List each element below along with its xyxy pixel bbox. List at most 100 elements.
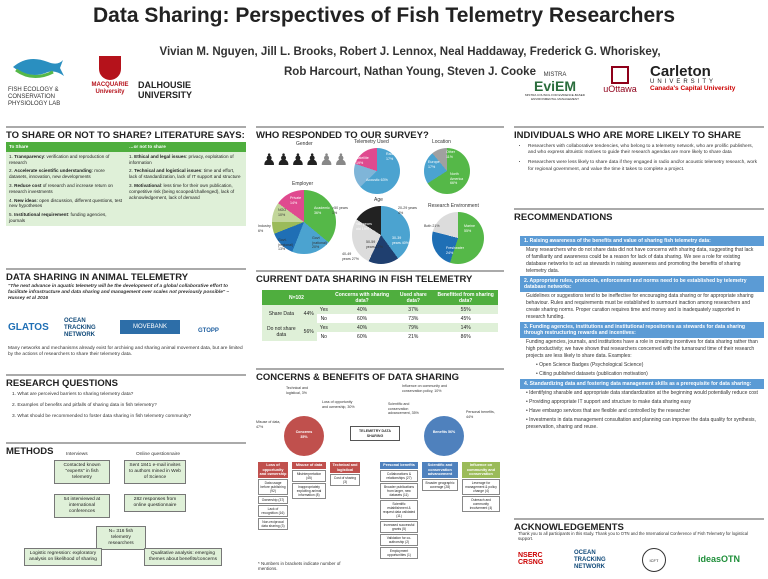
not-share-header: …or not to share xyxy=(126,142,246,152)
method-box-logistic: Logistic regression: exploratory analysi… xyxy=(24,548,102,566)
fish-icon xyxy=(13,58,64,78)
cat-scientific: Scientific and conservation advancement … xyxy=(422,462,458,492)
cat-influence: Influence on community and conservation … xyxy=(462,462,500,513)
location-na: North America 66% xyxy=(450,172,464,186)
age-40s: 40-49 years 27% xyxy=(342,252,359,261)
movebank-logo: MOVEBANK xyxy=(120,320,180,334)
carleton-logo: Carleton UNIVERSITY Canada's Capital Uni… xyxy=(650,63,736,92)
label-tech: Technical and logistical, 3% xyxy=(286,386,308,395)
location-other: Other 11% xyxy=(446,150,455,159)
employer-regional: Govt. (regional) 13% xyxy=(278,238,294,252)
dalhousie-logo: DALHOUSIE UNIVERSITY xyxy=(138,80,193,100)
rec-example: • Open Science Badges (Psychological Sci… xyxy=(536,362,644,368)
list-item: Researchers were less likely to share da… xyxy=(528,160,762,172)
to-share-header: To Share xyxy=(6,142,126,152)
employer-private: Private 14% xyxy=(290,196,302,205)
questionnaire-label: Online questionnaire xyxy=(136,452,181,457)
telemetry-pie xyxy=(354,148,400,194)
table-row: Share Data 44% Yes 40% 37% 55% xyxy=(262,305,498,317)
rec-bullet: • Have embargo services that are flexibl… xyxy=(526,408,691,414)
shield-icon xyxy=(99,56,121,80)
rec-bullet: • Providing appropriate IT support and s… xyxy=(526,399,692,405)
rec-text-2: Guidelines or suggestions tend to be ine… xyxy=(526,293,754,320)
gtopp-logo: GTOPP xyxy=(198,328,219,334)
cat-misuse: Misuse of data Misinterpretation (45) Ina… xyxy=(292,462,326,500)
cat-personal: Personal benefits Collaborations & relat… xyxy=(380,462,418,560)
rec-head-4: 4. Standardizing data and fostering data… xyxy=(520,379,764,389)
table-row: Do not share data 56% Yes 40% 79% 14% xyxy=(262,323,498,338)
building-icon xyxy=(611,66,629,84)
rq-list: 1. What are perceived barriers to sharin… xyxy=(12,392,242,421)
rec-text-3: Funding agencies, journals, and institut… xyxy=(526,339,758,359)
concerns-pie xyxy=(284,416,324,456)
method-box-n: N= 316 fish telemetry researchers xyxy=(96,526,146,550)
recs-body: 1. Raising awareness of the benefits and… xyxy=(520,236,764,432)
age-over50: >50 years 1% xyxy=(332,206,348,215)
env-freshwater: Freshwater 24% xyxy=(446,246,464,255)
telemetry-acoustic: Acoustic 63% xyxy=(366,178,388,182)
age-label: Age xyxy=(374,197,383,203)
rq-item: 3. What should be recommended to foster … xyxy=(12,414,192,420)
footnote: * Numbers in brackets indicate number of… xyxy=(258,561,341,571)
cat-loss: Loss of opportunity and ownership Data u… xyxy=(258,462,288,530)
rec-bullet: • Identifying sharable and appropriate d… xyxy=(526,390,758,396)
age-50s: 50-59 years 17% xyxy=(366,240,383,249)
icft-logo: ICFT xyxy=(642,548,666,572)
gender-icons: ♟♟♟♟♟♟ xyxy=(262,152,349,169)
rec-head-3: 3. Funding agencies, institutions and in… xyxy=(520,322,764,338)
env-pie xyxy=(432,212,484,264)
rec-head-2: 2. Appropriate rules, protocols, enforce… xyxy=(520,276,764,292)
animal-body: Many networks and mechanisms already exi… xyxy=(8,346,243,358)
label-scientific: Scientific and conservation advancement,… xyxy=(388,402,419,416)
employer-ngo: NGO 10% xyxy=(278,208,287,217)
literature-table: To Share …or not to share 1. Transparenc… xyxy=(6,142,246,226)
employer-pie xyxy=(272,190,336,254)
list-item: Researchers with collaborative tendencie… xyxy=(528,144,762,156)
to-share-heading: TO SHARE OR NOT TO SHARE? LITERATURE SAY… xyxy=(6,126,246,141)
table-header: Used share data? xyxy=(399,291,427,304)
method-box-qualitative: Qualitative analysis: emerging themes ab… xyxy=(144,548,222,566)
person-icon: ♟♟♟ xyxy=(262,152,306,169)
env-marine: Marine 55% xyxy=(464,224,475,233)
rq-heading: RESEARCH QUESTIONS xyxy=(6,374,246,389)
telemetry-radio: Radio 17% xyxy=(386,152,396,161)
benefits-pie xyxy=(424,416,464,456)
location-label: Location xyxy=(432,139,451,145)
uottawa-logo: uOttawa xyxy=(596,66,644,94)
table-header: Benefitted from sharing data? xyxy=(437,291,494,304)
nserc-logo: NSERC CRSNG xyxy=(518,552,544,566)
eviem-logo: MISTRA EviEM MISTRA COUNCIL FOR EVIDENCE… xyxy=(525,72,585,101)
otn-logo: OCEAN TRACKING NETWORK xyxy=(574,550,606,570)
rec-head-1: 1. Raising awareness of the benefits and… xyxy=(520,236,764,246)
label-loss: Loss of opportunity and ownership, 30% xyxy=(322,400,355,409)
ack-logos: NSERC CRSNG OCEAN TRACKING NETWORK ICFT … xyxy=(518,546,764,576)
table-header: Concerns with sharing data? xyxy=(335,291,390,304)
label-misuse: Misuse of data, 47% xyxy=(256,420,281,429)
employer-academic: Academic 36% xyxy=(314,206,330,215)
ack-heading: ACKNOWLEDGEMENTS xyxy=(514,518,764,533)
fecpl-logo: FISH ECOLOGY & CONSERVATION PHYSIOLOGY L… xyxy=(8,52,78,107)
rq-item: 2. Examples of benefits and pitfalls of … xyxy=(12,403,157,409)
gender-label: Gender xyxy=(296,141,313,147)
hussey-quote: "The next advance in aquatic telemetry w… xyxy=(8,284,230,302)
authors-line-1: Vivian M. Nguyen, Jill L. Brooks, Robert… xyxy=(159,46,661,58)
method-box-sent: Sent 1841 e-mail invites to authors mine… xyxy=(124,460,186,484)
location-pie xyxy=(424,148,470,194)
location-europe: Europe 17% xyxy=(428,160,440,169)
telemetry-data-sharing-box: TELEMETRY DATA SHARING xyxy=(350,426,400,442)
method-box-interviewed: 54 interviewed at international conferen… xyxy=(54,494,110,518)
cat-technical: Technical and logistical Cost of sharing… xyxy=(330,462,360,487)
method-box-contacted: Contacted known "experts" in fish teleme… xyxy=(54,460,110,484)
network-logos: GLATOS OCEAN TRACKING NETWORK MOVEBANK G… xyxy=(8,316,244,342)
macquarie-logo: MACQUARIE University xyxy=(86,56,134,106)
animal-heading: DATA SHARING IN ANIMAL TELEMETRY xyxy=(6,268,246,283)
concerns-heading: CONCERNS & BENEFITS OF DATA SHARING xyxy=(256,368,504,383)
otn-logo: OCEAN TRACKING NETWORK xyxy=(64,318,96,338)
age-20s: 20-29 years 4% xyxy=(398,206,417,215)
ack-text: Thank you to all participants in this st… xyxy=(518,531,748,541)
rq-item: 1. What are perceived barriers to sharin… xyxy=(12,392,134,397)
who-heading: WHO RESPONDED TO OUR SURVEY? xyxy=(256,126,504,141)
poster-title: Data Sharing: Perspectives of Fish Telem… xyxy=(92,4,676,27)
method-box-responses: 282 responses from online questionnaire xyxy=(124,494,186,512)
table-row: No 60% 21% 86% xyxy=(320,333,471,340)
